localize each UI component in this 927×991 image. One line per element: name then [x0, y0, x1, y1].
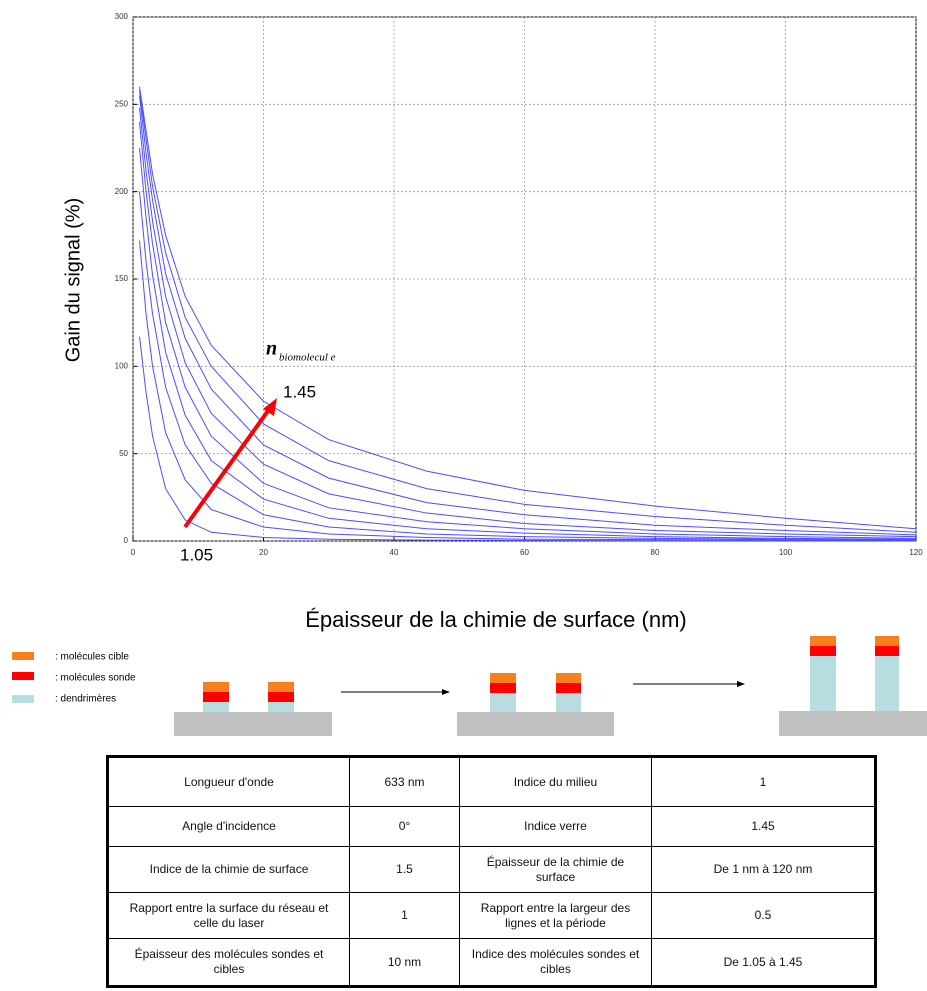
table-cell: Épaisseur de la chimie de surface: [459, 846, 652, 893]
stage: [457, 673, 614, 736]
legend-label: : dendrimères: [55, 694, 116, 705]
table-cell: Rapport entre la surface du réseau et ce…: [107, 892, 350, 939]
table-cell: Épaisseur des molécules sondes et cibles: [107, 938, 350, 987]
y-tick-label: 300: [115, 12, 129, 21]
table-cell: De 1 nm à 120 nm: [651, 846, 876, 893]
table-cell: 1: [349, 892, 460, 939]
table-cell: Angle d'incidence: [107, 806, 350, 847]
annotation: n: [266, 338, 277, 360]
table-cell: Indice des molécules sondes et cibles: [459, 938, 652, 987]
x-tick-label: 0: [131, 548, 136, 557]
legend-swatch: [12, 695, 34, 703]
y-tick-label: 0: [124, 536, 129, 545]
table-cell: 0.5: [651, 892, 876, 939]
x-tick-label: 60: [520, 548, 529, 557]
stage: [779, 636, 927, 736]
table-cell: 1: [651, 756, 876, 807]
table-cell: 10 nm: [349, 938, 460, 987]
curve: [139, 336, 916, 542]
figure: Gain du signal (%) Épaisseur de la chimi…: [12, 12, 927, 736]
legend-label: : molécules cible: [55, 652, 129, 663]
y-tick-label: 50: [119, 449, 128, 458]
curve: [139, 240, 917, 541]
table-cell: 633 nm: [349, 756, 460, 807]
parameter-table: Longueur d'onde 633 nm Indice du milieu 1 An…: [106, 755, 877, 988]
table-cell: Indice de la chimie de surface: [107, 846, 350, 893]
x-tick-label: 40: [390, 548, 399, 557]
table-cell: 1.45: [651, 806, 876, 847]
table-cell: Rapport entre la largeur des lignes et l…: [459, 892, 652, 939]
arrow-head: [263, 398, 277, 416]
table-cell: 0°: [349, 806, 460, 847]
table-row: Longueur d'onde 633 nm Indice du milieu 1: [107, 756, 876, 807]
y-axis-label: Gain du signal (%): [62, 198, 84, 363]
legend-swatch: [12, 672, 34, 680]
curve: [139, 191, 917, 541]
curve: [139, 86, 917, 530]
curve: [139, 95, 917, 536]
x-tick-label: 20: [259, 548, 268, 557]
table-cell: De 1.05 à 1.45: [651, 938, 876, 987]
table-row: Angle d'incidence 0° Indice verre 1.45: [107, 806, 876, 847]
arrow-head: [737, 681, 745, 687]
x-tick-label: 80: [651, 548, 660, 557]
curve: [139, 107, 917, 538]
x-axis-label: Épaisseur de la chimie de surface (nm): [305, 607, 687, 632]
y-tick-label: 250: [115, 99, 129, 108]
x-tick-label: 100: [779, 548, 793, 557]
arrow-head: [442, 689, 450, 695]
plot-area: 0 50 100 150 200 250 300 0 20 40 60 80 100 120: [115, 12, 924, 557]
table-row: Rapport entre la surface du réseau et ce…: [107, 892, 876, 939]
y-tick-label: 200: [115, 187, 129, 196]
table-cell: Longueur d'onde: [107, 756, 350, 807]
table-row: Épaisseur des molécules sondes et cibles…: [107, 938, 876, 987]
y-tick-label: 150: [115, 274, 129, 283]
annotation: biomolecul e: [279, 352, 336, 364]
annotation: 1.45: [283, 382, 316, 401]
x-tick-label: 120: [909, 548, 923, 557]
legend-swatch: [12, 652, 34, 660]
table-cell: Indice verre: [459, 806, 652, 847]
curve: [139, 147, 917, 540]
table-cell: Indice du milieu: [459, 756, 652, 807]
table-row: Indice de la chimie de surface 1.5 Épaisse…: [107, 846, 876, 893]
y-tick-label: 100: [115, 361, 129, 370]
arrow: [183, 406, 272, 529]
curve: [139, 90, 917, 533]
curve: [139, 121, 917, 539]
table-cell: 1.5: [349, 846, 460, 893]
stage: [174, 682, 332, 736]
legend-label: : molécules sonde: [55, 673, 136, 684]
annotation: 1.05: [180, 545, 213, 564]
